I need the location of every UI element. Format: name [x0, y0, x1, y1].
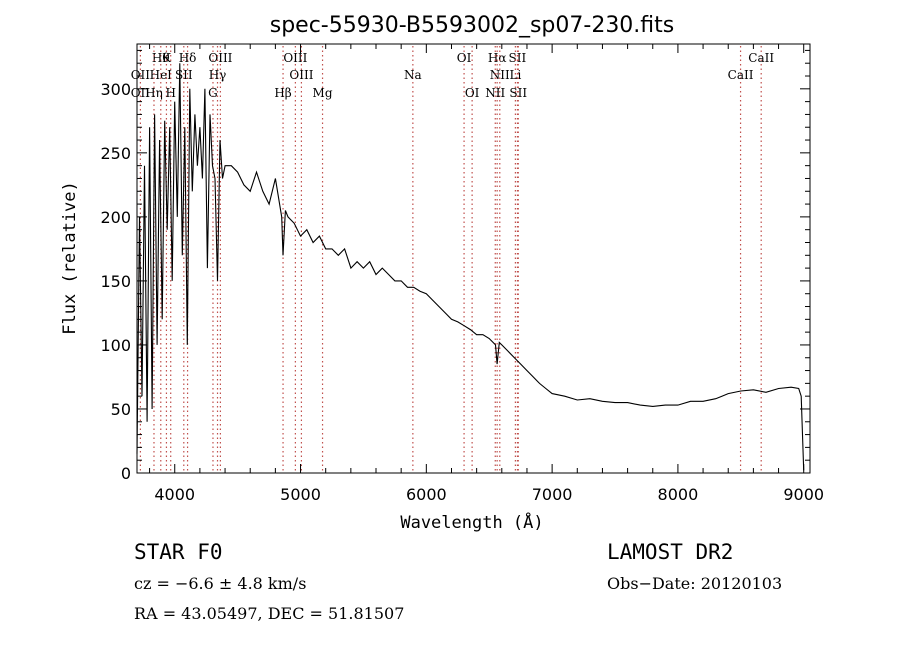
spectral-line-label: NII	[490, 68, 510, 82]
spectral-line-label: H	[165, 86, 175, 100]
spectral-line-label: CaII	[748, 51, 774, 65]
spectral-line-label: SII	[175, 68, 193, 82]
chart-title: spec-55930-B5593002_sp07-230.fits	[270, 13, 675, 38]
spectral-line-label: Hγ	[209, 68, 227, 82]
y-tick-label: 200	[100, 208, 131, 227]
spectral-line-label: Hα	[488, 51, 507, 65]
x-axis-label: Wavelength (Å)	[400, 511, 543, 533]
observation-date: Obs−Date: 20120103	[607, 574, 783, 593]
x-tick-label: 7000	[532, 485, 573, 504]
spectrum-series	[136, 63, 805, 471]
x-tick-label: 5000	[280, 485, 321, 504]
spectral-line-label: Hθ	[152, 51, 170, 65]
x-tick-label: 6000	[406, 485, 447, 504]
spectrum-line	[136, 63, 805, 471]
spectral-line-label: OIII	[208, 51, 232, 65]
y-tick-label: 50	[111, 400, 131, 419]
y-tick-label: 0	[121, 464, 131, 483]
spectral-line-label: NII	[485, 86, 505, 100]
y-tick-label: 150	[100, 272, 131, 291]
axis-ticks: 4000 5000 6000 7000 8000 9000 0 50 100 150 200 250 3…	[100, 44, 824, 504]
spectral-line-label: Hη	[145, 86, 163, 100]
spectral-line-label: Na	[404, 68, 422, 82]
spectral-line-label: HeI	[150, 68, 173, 82]
y-tick-label: 300	[100, 80, 131, 99]
spectral-line-label: Li	[509, 68, 521, 82]
x-tick-label: 8000	[658, 485, 699, 504]
y-tick-label: 100	[100, 336, 131, 355]
y-axis-label: Flux (relative)	[60, 181, 80, 335]
x-tick-label: 4000	[154, 485, 195, 504]
spectral-line-label: OI	[465, 86, 480, 100]
spectral-line-label: Hδ	[179, 51, 197, 65]
plot-frame	[136, 43, 811, 474]
survey-name: LAMOST DR2	[607, 540, 734, 564]
spectral-line-label: OIII	[283, 51, 307, 65]
spectral-line-label: Mg	[313, 86, 333, 100]
spectral-line-label: CaII	[728, 68, 754, 82]
spectral-line-label: OII	[131, 86, 151, 100]
spectral-line-label: K	[162, 51, 172, 65]
y-tick-label: 250	[100, 144, 131, 163]
redshift-value: cz = −6.6 ± 4.8 km/s	[134, 574, 307, 593]
spectral-line-label: SII	[509, 86, 527, 100]
spectral-line-label: Hβ	[274, 86, 291, 100]
spectral-line-label: OI	[457, 51, 472, 65]
coordinates: RA = 43.05497, DEC = 51.81507	[134, 604, 405, 623]
spectral-line-label: G	[208, 86, 218, 100]
x-tick-label: 9000	[783, 485, 824, 504]
spectral-line-label: OII	[131, 68, 151, 82]
spectral-line-label: OIII	[289, 68, 313, 82]
spectral-line-label: SII	[509, 51, 527, 65]
object-class: STAR F0	[134, 540, 223, 564]
